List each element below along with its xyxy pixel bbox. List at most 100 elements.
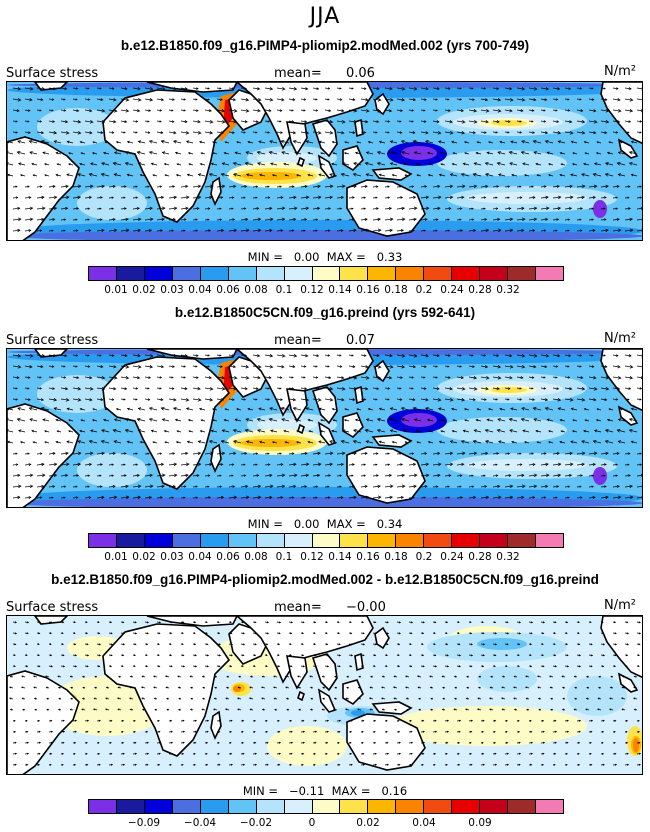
colorbar-swatch	[424, 267, 453, 280]
colorbar-swatch	[452, 267, 481, 280]
panel-3-minmax: MIN = −0.11 MAX = 0.16	[0, 784, 650, 798]
colorbar-tick-label: 0.28	[468, 284, 492, 296]
colorbar-swatch	[508, 267, 536, 280]
colorbar-swatch	[200, 800, 229, 813]
colorbar-swatch	[200, 534, 229, 547]
colorbar-tick-label: 0.32	[496, 284, 520, 296]
colorbar-swatch	[508, 534, 536, 547]
panel-3-colorbar	[88, 799, 564, 814]
colorbar-swatch	[312, 267, 341, 280]
land-north-america	[600, 349, 642, 411]
panel-3-units: N/m²	[604, 598, 636, 613]
colorbar-tick-label: −0.02	[239, 817, 273, 829]
colorbar-swatch	[368, 534, 397, 547]
panel-3-map	[6, 615, 643, 775]
land-africa	[102, 623, 231, 757]
colorbar-swatch	[396, 800, 425, 813]
colorbar-swatch	[536, 534, 563, 547]
panel-3-title: b.e12.B1850.f09_g16.PIMP4-pliomip2.modMe…	[51, 572, 599, 587]
colorbar-swatch	[89, 534, 117, 547]
land-europe	[146, 349, 238, 360]
colorbar-swatch	[368, 267, 397, 280]
panel-1-max-value: 0.33	[376, 250, 403, 264]
panel-1-minmax: MIN = 0.00 MAX = 0.33	[0, 250, 650, 264]
panel-2-min-value: 0.00	[293, 517, 320, 531]
panel-1-colorbar	[88, 266, 564, 281]
land-sumatra	[317, 421, 337, 446]
panel-3-min-value: −0.11	[289, 784, 325, 798]
panel-2-map	[6, 348, 643, 508]
colorbar-swatch	[116, 534, 145, 547]
colorbar-tick-label: 0.03	[160, 551, 184, 563]
colorbar-swatch	[172, 800, 201, 813]
land-south-america	[7, 670, 80, 774]
colorbar-swatch	[116, 267, 145, 280]
colorbar-swatch	[144, 534, 173, 547]
colorbar-swatch	[228, 267, 257, 280]
colorbar-tick-label: 0.16	[356, 551, 380, 563]
land-central-america	[617, 405, 639, 426]
colorbar-swatch	[256, 267, 285, 280]
colorbar-tick-label: −0.04	[183, 817, 217, 829]
colorbar-tick-label: 0.03	[160, 284, 184, 296]
panel-1-units: N/m²	[604, 64, 636, 79]
land-north-america	[600, 616, 642, 678]
colorbar-tick-label: 0.04	[188, 284, 212, 296]
land-europe	[146, 82, 238, 93]
land-new-guinea	[371, 167, 413, 181]
panel-1-mean-label: mean=	[274, 66, 322, 81]
colorbar-tick-label: 0.2	[415, 284, 433, 296]
land-australia	[346, 713, 426, 771]
panel-3-max-label: MAX =	[331, 784, 371, 798]
panel-2-colorbar	[88, 533, 564, 548]
colorbar-swatch	[312, 800, 341, 813]
land-sumatra	[317, 154, 337, 179]
panel-3-mean-value: −0.00	[346, 600, 386, 615]
land-india	[286, 121, 308, 156]
colorbar-swatch	[144, 800, 173, 813]
colorbar-swatch	[284, 534, 313, 547]
panel-2-mean-value: 0.07	[346, 333, 375, 348]
land-new-guinea	[371, 701, 413, 715]
panel-2-title: b.e12.B1850C5CN.f09_g16.preind (yrs 592-…	[174, 305, 476, 320]
colorbar-swatch	[312, 534, 341, 547]
panel-1-variable: Surface stress	[6, 66, 99, 81]
colorbar-tick-label: 0.02	[132, 551, 156, 563]
panel-2-max-label: MAX =	[326, 517, 366, 531]
panel-1-title: b.e12.B1850.f09_g16.PIMP4-pliomip2.modMe…	[120, 38, 530, 53]
panel-2-variable: Surface stress	[6, 333, 99, 348]
panel-2-mean-label: mean=	[274, 333, 322, 348]
colorbar-swatch	[340, 267, 369, 280]
colorbar-tick-label: −0.09	[127, 817, 161, 829]
colorbar-swatch	[452, 800, 481, 813]
panel-3-max-value: 0.16	[381, 784, 408, 798]
land-central-america	[617, 138, 639, 159]
colorbar-tick-label: 0.28	[468, 551, 492, 563]
colorbar-swatch	[200, 267, 229, 280]
colorbar-swatch	[480, 534, 509, 547]
season-title: JJA	[309, 4, 341, 29]
colorbar-tick-label: 0.1	[275, 284, 293, 296]
colorbar-swatch	[256, 800, 285, 813]
colorbar-tick-label: 0.18	[384, 284, 408, 296]
panel-2-min-label: MIN =	[247, 517, 283, 531]
colorbar-swatch	[228, 800, 257, 813]
colorbar-tick-label: 0.1	[275, 551, 293, 563]
panel-1-min-value: 0.00	[293, 250, 320, 264]
colorbar-swatch	[340, 534, 369, 547]
land-philippines	[354, 652, 364, 672]
colorbar-tick-label: 0.04	[188, 551, 212, 563]
colorbar-tick-label: 0.01	[104, 284, 128, 296]
colorbar-swatch	[536, 800, 563, 813]
panel-3-colorbar-ticks: −0.09 −0.04 −0.02 0 0.02 0.04 0.09	[88, 817, 564, 831]
colorbar-tick-label: 0.14	[328, 551, 352, 563]
panel-1-map	[6, 81, 643, 241]
colorbar-swatch	[396, 534, 425, 547]
colorbar-tick-label: 0	[308, 817, 316, 829]
colorbar-swatch	[256, 534, 285, 547]
panel-2-minmax: MIN = 0.00 MAX = 0.34	[0, 517, 650, 531]
colorbar-swatch	[172, 267, 201, 280]
colorbar-tick-label: 0.12	[300, 284, 324, 296]
land-india	[286, 388, 308, 423]
land-sri-lanka	[297, 156, 305, 168]
